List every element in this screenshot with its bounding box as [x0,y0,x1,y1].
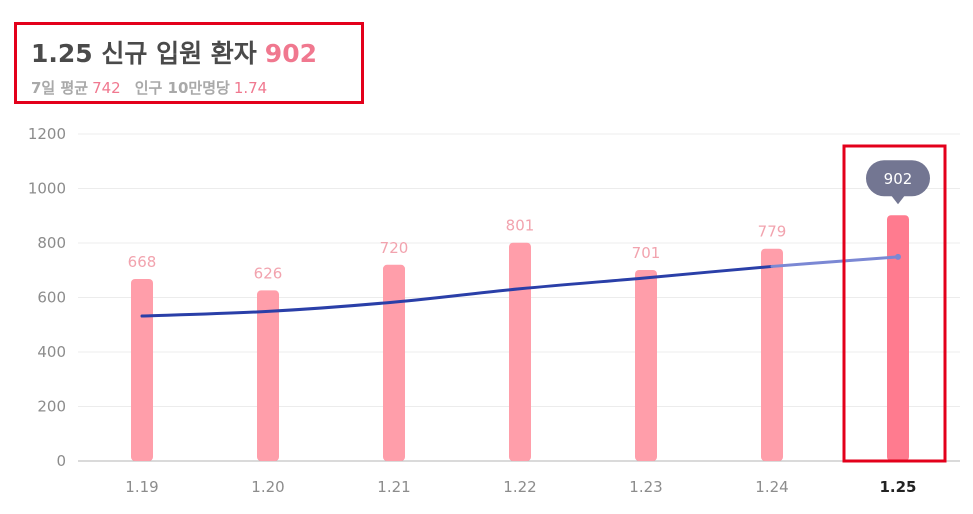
title-value: 902 [264,39,317,68]
header-box: 1.25 신규 입원 환자 902 7일 평균 742 인구 10만명당 1.74 [14,22,364,104]
bar[interactable] [257,290,279,461]
tooltip-pointer [891,195,905,205]
bar[interactable] [509,242,531,461]
bar[interactable] [635,269,657,461]
x-tick-label: 1.23 [629,478,662,496]
per-capita-value: 1.74 [233,79,268,97]
bar-value-label: 626 [254,264,283,282]
trend-line-path [140,264,774,318]
x-tick-label: 1.24 [755,478,788,496]
y-tick-label: 400 [37,343,66,361]
bar-value-label: 701 [632,244,661,262]
trend-line-current-segment [770,255,900,268]
y-tick-label: 1000 [28,180,66,198]
subtitle-line: 7일 평균 742 인구 10만명당 1.74 [31,77,267,98]
y-tick-label: 1200 [28,125,66,143]
title-line: 1.25 신규 입원 환자 902 [31,34,317,70]
tooltip-bubble [866,160,930,197]
bar-value-label: 779 [758,223,787,241]
x-tick-label: 1.25 [879,478,916,496]
y-tick-label: 200 [37,398,66,416]
y-tick-label: 0 [56,452,66,470]
x-tick-label: 1.19 [125,478,158,496]
y-axis-ticks: 0 200 400 600 800 1000 1200 [28,125,66,470]
bar-value-label: 668 [128,253,157,271]
per-capita-label: 인구 10만명당 [134,79,230,97]
bar[interactable] [761,248,783,461]
bar[interactable] [131,278,153,461]
x-axis-ticks: 1.19 1.20 1.21 1.22 1.23 1.24 1.25 [125,478,916,496]
x-tick-label: 1.21 [377,478,410,496]
tooltip-value: 902 [884,170,913,188]
trend-line-point [895,253,901,260]
bar-value-label: 801 [506,217,535,235]
x-tick-label: 1.20 [251,478,284,496]
avg-value: 742 [92,79,121,97]
bar[interactable] [383,264,405,461]
highlight-box [842,144,947,463]
y-tick-label: 600 [37,289,66,307]
page-title: 1.25 신규 입원 환자 [31,39,257,68]
avg-label: 7일 평균 [31,79,89,97]
bar[interactable] [887,215,909,461]
bars [131,215,909,461]
y-tick-label: 800 [37,234,66,252]
bar-value-label: 720 [380,239,409,257]
tooltip: 902 [842,144,947,463]
bar-labels: 668 626 720 801 701 779 [128,217,787,283]
x-tick-label: 1.22 [503,478,536,496]
